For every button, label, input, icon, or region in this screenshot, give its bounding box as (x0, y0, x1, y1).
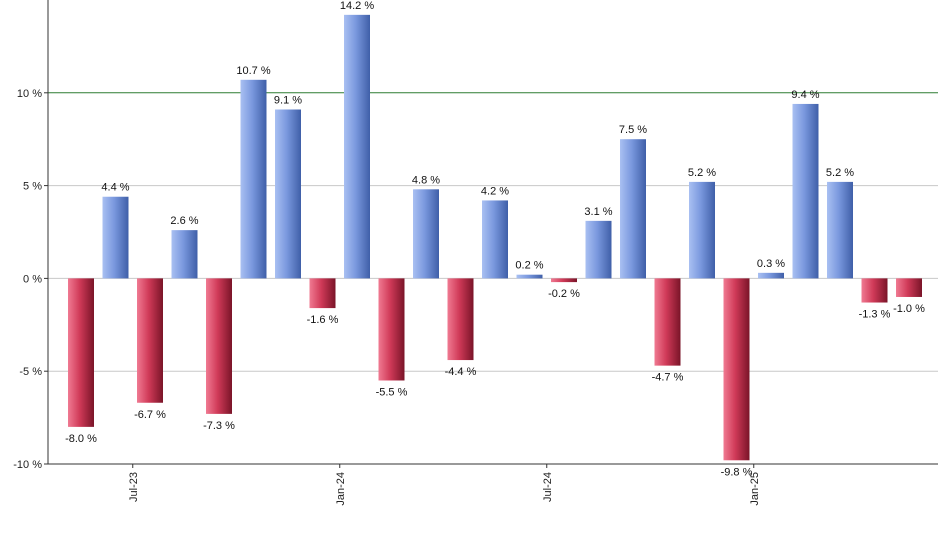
data-label: -1.6 % (307, 314, 339, 326)
data-label: 9.4 % (791, 89, 819, 101)
bar-positive (275, 109, 301, 279)
x-tick-label: Jan-25 (749, 472, 761, 506)
data-label: -4.7 % (652, 372, 684, 384)
data-label: -6.7 % (134, 409, 166, 421)
y-tick-label: -5 % (19, 366, 42, 378)
data-label: -8.0 % (65, 433, 97, 445)
bar-negative (723, 278, 750, 461)
x-tick-label: Jul-23 (128, 472, 140, 502)
bar-negative (68, 278, 94, 427)
bar-positive (758, 272, 784, 279)
data-label: 9.1 % (274, 95, 302, 107)
bar-negative (654, 278, 681, 366)
data-label: -0.2 % (548, 288, 580, 300)
axes: -10 % -5 % 0 % 5 % 10 % Jul-23 Jan-24 Jul-24 Jan… (13, 0, 938, 506)
data-label: -1.3 % (859, 309, 891, 321)
x-tick-label: Jan-24 (335, 472, 347, 506)
data-label: 10.7 % (236, 65, 270, 77)
data-label: -9.8 % (721, 466, 753, 478)
data-label: 14.2 % (340, 0, 374, 12)
x-tick-label: Jul-24 (542, 472, 554, 502)
data-label: 0.2 % (515, 260, 543, 272)
data-label: 5.2 % (688, 167, 716, 179)
data-label: 4.4 % (101, 182, 129, 194)
data-label: -4.4 % (445, 366, 477, 378)
data-label: 5.2 % (826, 167, 854, 179)
bar-negative (551, 278, 577, 283)
bar-negative (447, 278, 474, 361)
bar-positive (827, 181, 853, 279)
bar-positive (585, 220, 612, 279)
data-label: -7.3 % (203, 420, 235, 432)
y-tick-label: 0 % (23, 273, 42, 285)
bar-negative (206, 278, 232, 414)
data-label: 2.6 % (170, 215, 198, 227)
bars (68, 14, 922, 461)
bar-positive (102, 196, 129, 279)
data-label: 3.1 % (584, 206, 612, 218)
bar-negative (896, 278, 922, 297)
bar-positive (792, 103, 819, 279)
bar-positive (240, 79, 267, 279)
bar-negative (378, 278, 405, 381)
y-tick-label: 10 % (17, 88, 42, 100)
bar-negative (861, 278, 888, 303)
bar-positive (344, 14, 370, 279)
data-label: 0.3 % (757, 258, 785, 270)
data-label: -5.5 % (376, 386, 408, 398)
bar-positive (516, 274, 543, 279)
bar-negative (137, 278, 163, 403)
data-label: 4.2 % (481, 185, 509, 197)
bar-positive (689, 181, 715, 279)
y-tick-label: 5 % (23, 181, 42, 193)
data-label: -1.0 % (893, 303, 925, 315)
data-label: 4.8 % (412, 174, 440, 186)
bar-positive (171, 230, 198, 279)
data-labels: -8.0 % 4.4 % -6.7 % 2.6 % -7.3 % 10.7 % 9.1 % -… (65, 0, 925, 478)
data-label: 7.5 % (619, 124, 647, 136)
bar-positive (413, 189, 439, 279)
y-tick-label: -10 % (13, 459, 42, 471)
bar-positive (482, 200, 508, 279)
bar-positive (620, 139, 646, 279)
bar-negative (309, 278, 336, 309)
